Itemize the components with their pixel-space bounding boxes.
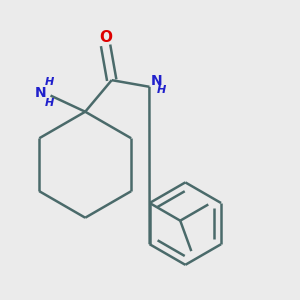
Text: H: H [44,77,54,87]
Text: N: N [151,74,163,88]
Text: N: N [34,85,46,100]
Text: H: H [44,98,54,108]
Text: O: O [99,31,112,46]
Text: H: H [157,85,166,95]
